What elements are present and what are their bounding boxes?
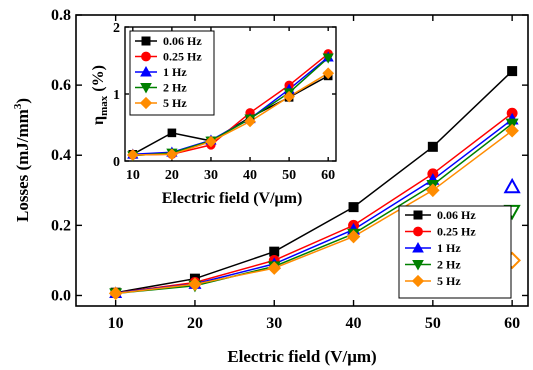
main-y-tick-label: 0.4 — [51, 147, 71, 164]
inset-y-tick-label: 0 — [113, 155, 120, 170]
main-plot: 10 20 30 40 50 600.00.20.40.60.8 Electric fie… — [12, 7, 529, 366]
main-data-point — [267, 261, 282, 275]
inset-legend-label: 0.25 Hz — [163, 50, 202, 64]
main-open-marker — [503, 177, 521, 194]
inset-legend-marker — [141, 36, 151, 46]
main-y-tick-label: 0.0 — [51, 287, 71, 304]
main-x-tick-label: 50 — [425, 315, 441, 332]
inset-x-tick-label: 20 — [165, 168, 179, 183]
inset-x-tick-label: 50 — [282, 168, 296, 183]
main-y-tick-label: 0.8 — [51, 7, 71, 24]
inset-legend-label: 0.06 Hz — [163, 34, 202, 48]
main-legend-marker — [411, 274, 425, 288]
inset-data-point — [126, 149, 139, 161]
inset-data-point — [167, 128, 177, 138]
main-data-point — [427, 141, 438, 152]
main-x-tick-label: 30 — [266, 315, 282, 332]
main-plot-frame — [75, 14, 529, 307]
main-legend-label: 1 Hz — [437, 241, 461, 255]
inset-legend-marker — [140, 65, 152, 77]
inset-plot: 10 20 30 40 50 60 0 1 2 Electric field (V/μm) ηm… — [90, 21, 337, 207]
inset-x-tick-label: 40 — [243, 168, 257, 183]
main-legend: 0.06 Hz 0.25 Hz 1 Hz 2 Hz 5 Hz — [398, 205, 512, 299]
main-ticks: 10 20 30 40 50 600.00.20.40.60.8 — [51, 7, 528, 332]
main-series-markers — [108, 66, 519, 301]
main-legend-label: 0.06 Hz — [437, 208, 476, 222]
main-series-lines — [115, 70, 513, 295]
main-legend-marker — [412, 241, 424, 253]
main-legend-label: 0.25 Hz — [437, 225, 476, 239]
main-data-point — [507, 66, 518, 77]
inset-y-tick-label: 1 — [113, 88, 120, 103]
main-series-line-1 — [115, 112, 513, 294]
main-series-line-4 — [115, 130, 513, 295]
main-data-point — [108, 286, 123, 301]
inset-series-markers — [126, 49, 335, 162]
inset-ticks: 10 20 30 40 50 60 0 1 2 — [113, 21, 336, 183]
main-legend-label: 5 Hz — [437, 274, 461, 288]
main-legend-marker — [412, 260, 424, 271]
inset-y-axis-subscript: max — [98, 95, 110, 116]
inset-legend: 0.06 Hz 0.25 Hz1 Hz 2 Hz5 Hz — [129, 30, 215, 116]
inset-data-point — [205, 135, 217, 148]
main-legend-marker — [413, 226, 423, 237]
main-y-axis-title: Losses (mJ/mm3) — [12, 98, 32, 222]
inset-legend-label: 5 Hz — [163, 96, 187, 110]
inset-legend-label: 1 Hz — [163, 65, 187, 79]
inset-x-axis-title: Electric field (V/μm) — [162, 190, 303, 207]
main-x-tick-label: 60 — [504, 315, 520, 332]
main-series-line-0 — [115, 70, 513, 294]
inset-legend-label: 2 Hz — [163, 81, 187, 95]
inset-x-tick-label: 10 — [126, 168, 140, 183]
main-y-tick-label: 0.6 — [51, 77, 71, 94]
main-series-line-3 — [115, 123, 513, 295]
main-legend-marker — [413, 210, 423, 220]
inset-series-line-3 — [132, 57, 329, 157]
inset-legend-marker — [141, 51, 151, 62]
inset-x-tick-label: 60 — [321, 168, 335, 183]
inset-series-lines — [132, 53, 329, 157]
inset-data-point — [322, 53, 334, 64]
main-data-point — [348, 202, 359, 213]
main-data-point — [269, 246, 280, 257]
main-y-tick-label: 0.2 — [51, 217, 71, 234]
main-data-point — [188, 277, 202, 292]
inset-x-tick-label: 30 — [204, 168, 218, 183]
main-legend-label: 2 Hz — [437, 258, 461, 272]
inset-data-point — [166, 148, 178, 161]
main-x-tick-label: 20 — [187, 315, 203, 332]
inset-y-axis-title: ηmax (%) — [90, 65, 110, 125]
inset-data-point — [244, 115, 256, 128]
main-data-point — [426, 183, 440, 198]
inset-data-point — [283, 90, 295, 103]
inset-data-point — [322, 67, 335, 80]
main-x-axis-title: Electric field (V/μm) — [227, 347, 376, 366]
inset-series-line-4 — [132, 72, 329, 156]
main-y-axis-unit-superscript: 3 — [12, 103, 24, 109]
main-data-point — [505, 123, 519, 138]
main-x-tick-label: 10 — [108, 315, 124, 332]
inset-y-tick-label: 2 — [113, 21, 120, 36]
inset-legend-marker — [140, 83, 152, 94]
inset-legend-marker — [139, 96, 153, 110]
main-x-tick-label: 40 — [346, 315, 362, 332]
main-data-point — [346, 229, 361, 244]
